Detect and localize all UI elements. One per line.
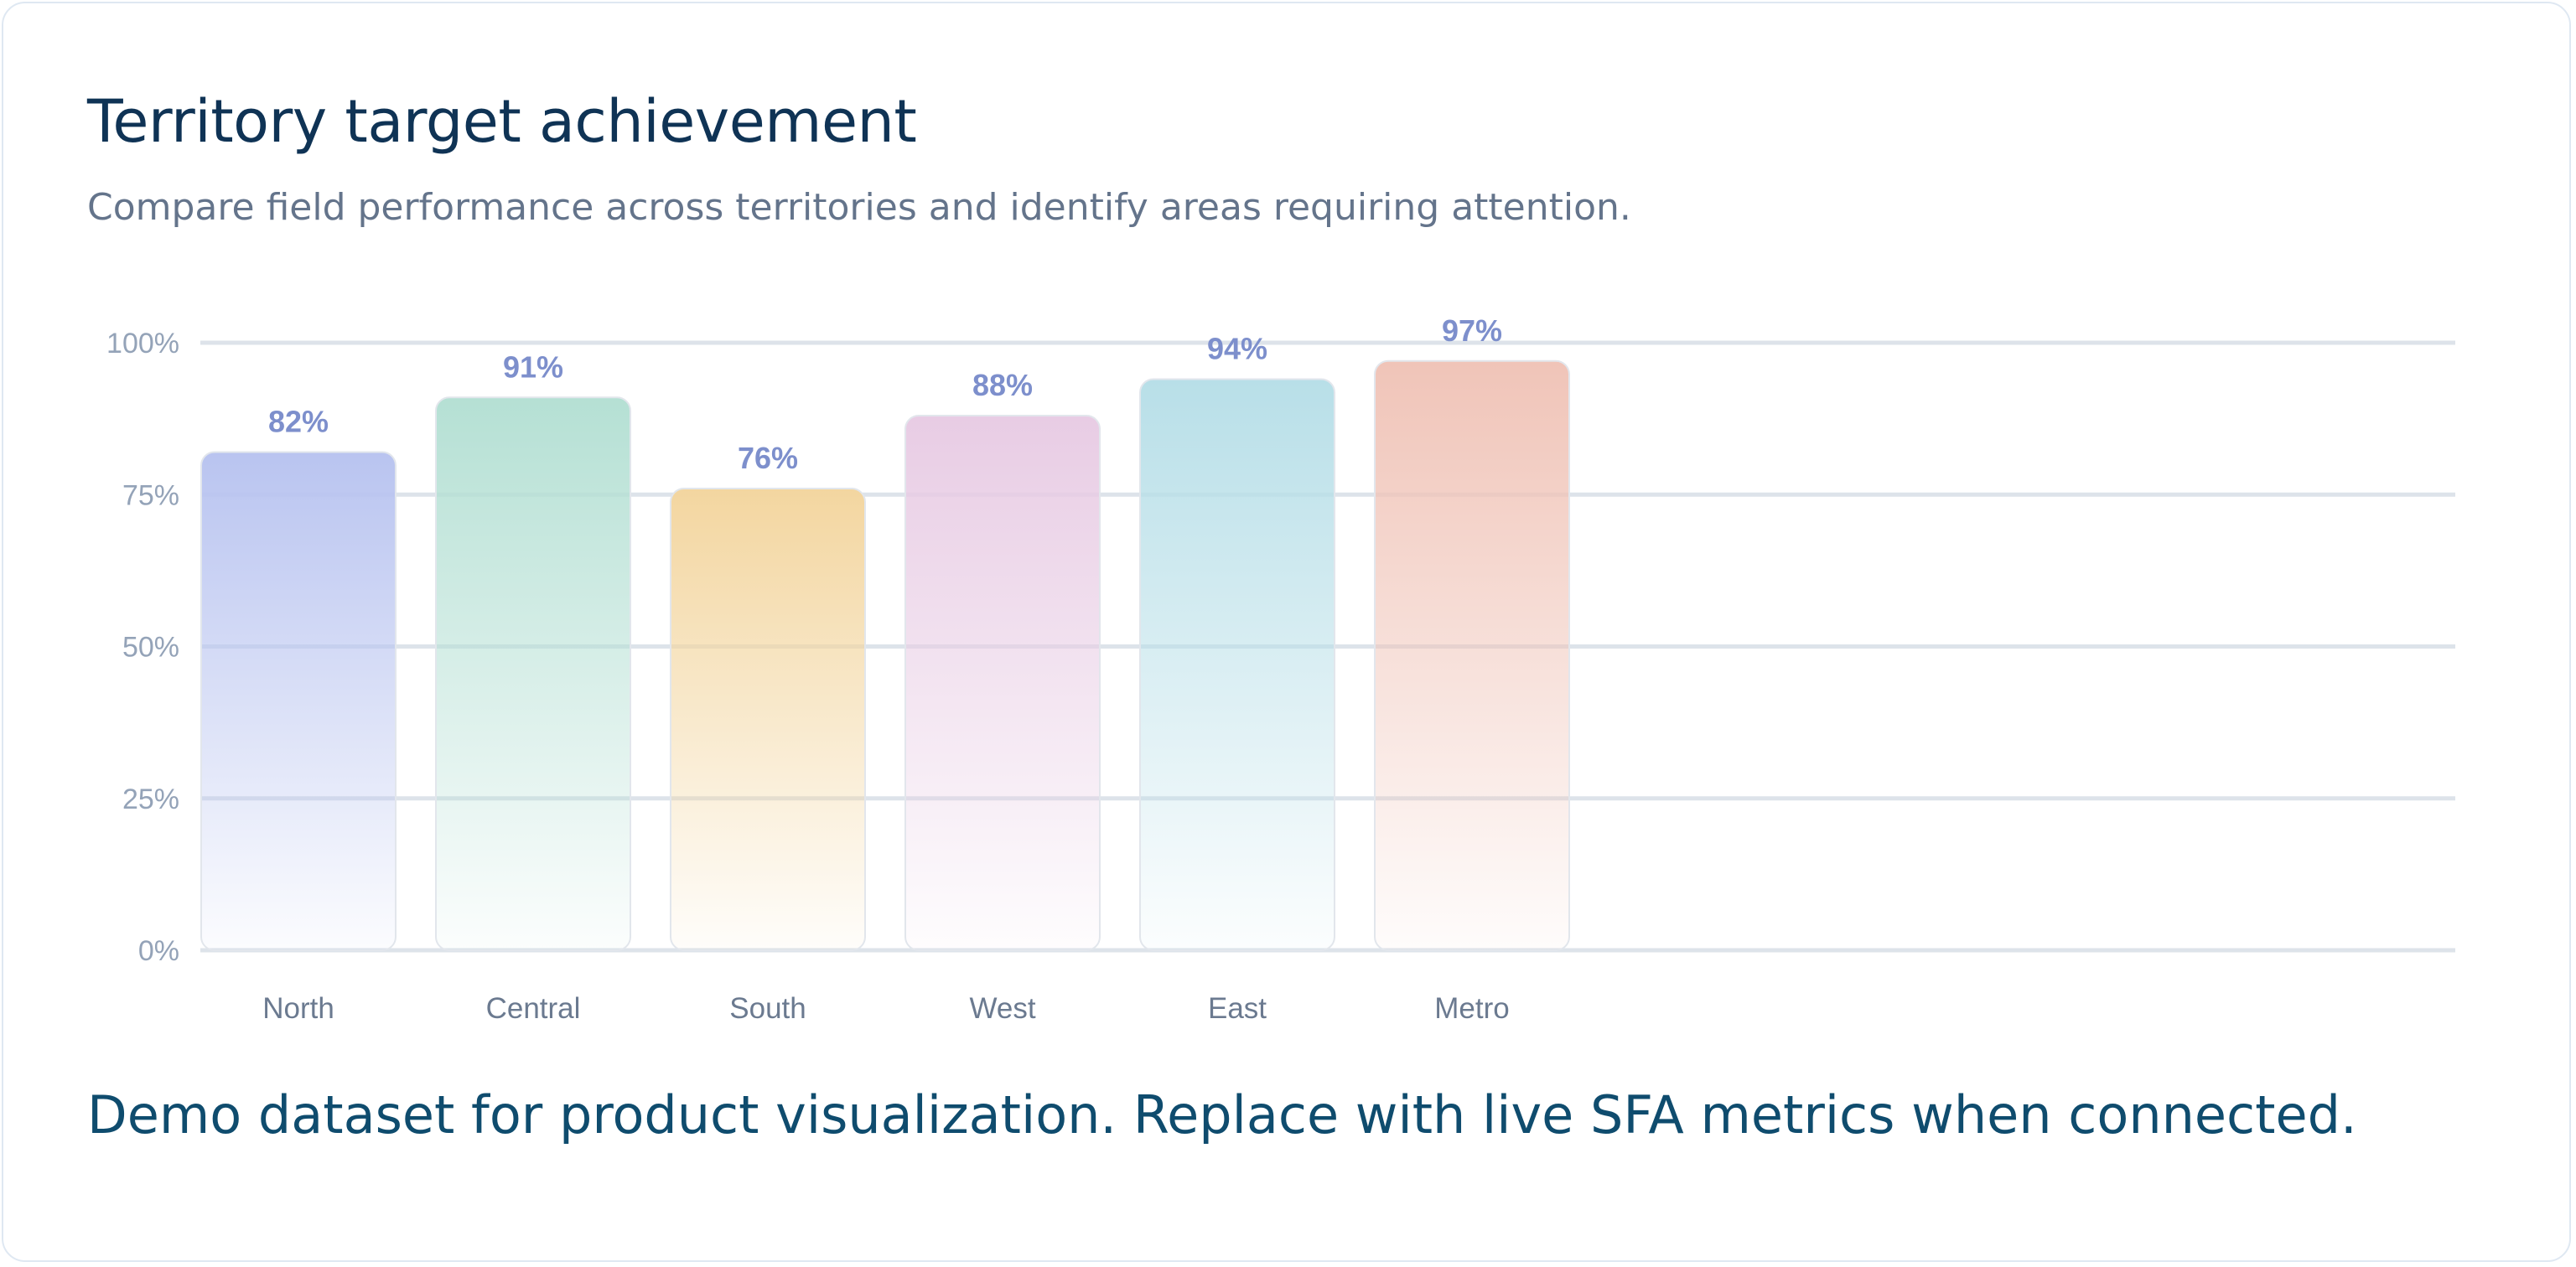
y-tick-label: 75%	[122, 479, 179, 511]
bar-south[interactable]	[670, 488, 866, 951]
y-tick-label: 25%	[122, 783, 179, 815]
value-label: 91%	[503, 349, 563, 384]
bar-west[interactable]	[904, 415, 1101, 951]
value-label: 88%	[972, 368, 1033, 402]
value-label: 94%	[1207, 332, 1267, 366]
category-label: South	[729, 992, 806, 1025]
page-title: Territory target achievement	[87, 87, 917, 156]
bar-central[interactable]	[435, 396, 631, 951]
value-label: 76%	[738, 441, 798, 475]
value-labels: 82% 91% 76% 88% 94% 97%	[268, 313, 1502, 475]
value-label: 82%	[268, 405, 329, 439]
bar-east[interactable]	[1139, 378, 1335, 951]
bars	[200, 359, 1570, 951]
value-label: 97%	[1442, 313, 1502, 348]
page-subtitle: Compare field performance across territo…	[87, 186, 1631, 229]
category-label: North	[262, 992, 334, 1025]
category-label: East	[1208, 992, 1267, 1025]
category-label: West	[969, 992, 1035, 1025]
y-tick-label: 50%	[122, 632, 179, 664]
footnote: Demo dataset for product visualization. …	[87, 1084, 2357, 1145]
y-tick-label: 0%	[138, 935, 179, 967]
bar-chart: 0% 25% 50% 75% 100% 82% 91% 76% 88% 94% 97% North…	[106, 313, 2455, 1025]
category-label: Metro	[1434, 992, 1509, 1025]
y-tick-label: 100%	[106, 328, 179, 359]
bar-north[interactable]	[200, 451, 397, 951]
category-label: Central	[486, 992, 581, 1025]
y-axis-ticks: 0% 25% 50% 75% 100%	[106, 328, 179, 967]
x-axis-labels: North Central South West East Metro	[262, 992, 1510, 1025]
bar-metro[interactable]	[1374, 359, 1570, 951]
